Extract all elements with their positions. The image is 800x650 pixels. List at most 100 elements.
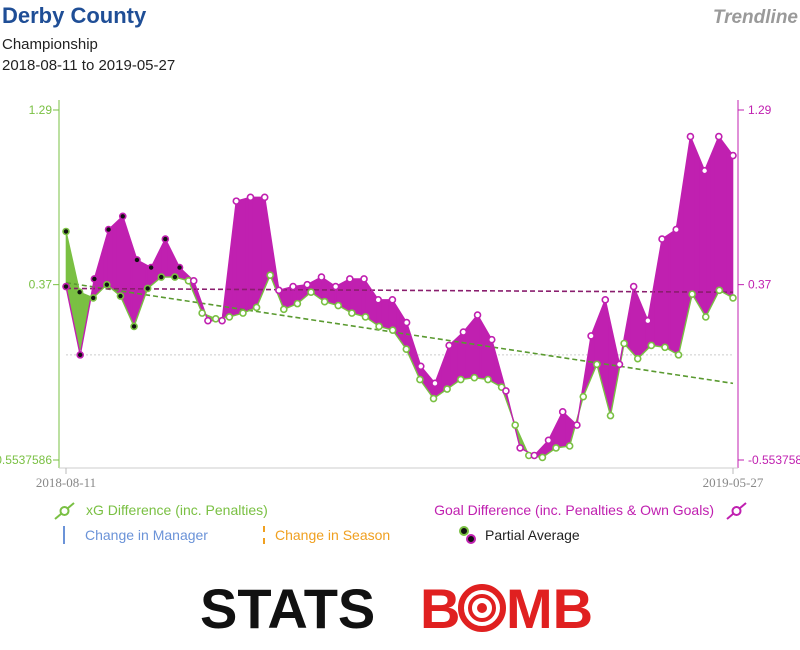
gd-trendline — [65, 287, 734, 294]
difference-fill-segment — [112, 222, 116, 293]
difference-fill-segment — [723, 142, 727, 295]
gd-point — [260, 193, 269, 202]
difference-fill-segment — [381, 299, 385, 329]
xg-point — [416, 375, 424, 384]
difference-fill-segment — [250, 197, 254, 311]
xg-point — [252, 303, 261, 312]
difference-fill-segment — [670, 231, 674, 353]
x-end-label: 2019-05-27 — [703, 475, 764, 490]
difference-fill-segment — [726, 145, 729, 296]
gd-point — [133, 256, 141, 264]
gd-point — [715, 132, 723, 141]
difference-fill-segment — [454, 337, 458, 385]
xg-legend-icon[interactable] — [52, 500, 78, 522]
difference-fill-segment — [363, 278, 367, 318]
difference-fill-segment — [354, 278, 358, 316]
gd-point — [175, 263, 184, 272]
gd-point — [431, 379, 439, 388]
xg-point — [661, 343, 669, 352]
difference-fill-segment — [563, 412, 567, 448]
difference-fill-segment — [254, 197, 258, 309]
difference-fill-segment — [481, 321, 485, 380]
difference-fill-segment — [639, 300, 643, 358]
xg-point — [307, 288, 315, 297]
xg-point — [633, 354, 642, 363]
difference-fill-segment — [372, 290, 376, 325]
manager-legend-label[interactable]: Change in Manager — [85, 527, 208, 543]
difference-fill-segment — [730, 151, 734, 299]
difference-fill-segment — [316, 277, 320, 299]
difference-fill-segment — [359, 278, 363, 317]
gd-point — [388, 296, 397, 304]
difference-fill-segment — [712, 145, 716, 303]
xg-point — [143, 284, 152, 293]
difference-fill-segment — [134, 253, 138, 325]
xg-point — [606, 411, 615, 420]
difference-fill-segment — [385, 299, 389, 330]
gd-point — [629, 282, 638, 291]
difference-fill-segment — [663, 235, 667, 349]
difference-fill-segment — [399, 310, 403, 344]
difference-fill-segment — [139, 260, 142, 312]
gd-point — [700, 166, 709, 175]
difference-fill-segment — [599, 308, 603, 384]
xg-point — [443, 385, 451, 393]
y-right-tick-label: -0.5537586 — [748, 453, 800, 467]
statsbomb-logo: STATS B MB — [0, 577, 800, 643]
xg-point — [62, 227, 70, 236]
difference-fill-segment — [468, 322, 471, 379]
difference-fill-segment — [163, 239, 167, 278]
gd-legend-label[interactable]: Goal Difference (inc. Penalties & Own Go… — [434, 502, 714, 518]
axis-layer: 1.29 0.37 -0.5537586 1.29 0.37 -0.5537586 2018… — [0, 100, 800, 490]
xg-point — [171, 273, 179, 281]
gd-point — [558, 408, 567, 416]
gd-point — [544, 436, 553, 445]
statsbomb-wordmark: STATS B MB — [200, 577, 593, 640]
difference-fill-segment — [708, 155, 712, 312]
difference-fill-segment — [470, 319, 474, 379]
gd-point — [246, 193, 255, 202]
partial-average-label[interactable]: Partial Average — [485, 527, 580, 543]
difference-fill-segment — [692, 142, 696, 301]
xg-point — [293, 299, 302, 308]
gd-point — [118, 212, 127, 221]
xg-point — [103, 280, 111, 289]
gd-point — [218, 316, 226, 325]
xg-point — [620, 339, 628, 348]
xg-point — [729, 294, 737, 302]
difference-fill-segment — [79, 290, 82, 352]
difference-fill-segment — [605, 304, 609, 409]
gd-point — [672, 225, 681, 234]
difference-fill-segment — [401, 313, 405, 347]
xg-point — [361, 313, 370, 321]
xg-point — [647, 341, 656, 350]
xg-point — [239, 309, 247, 317]
difference-fill-segment — [345, 279, 349, 312]
difference-fill-segment — [603, 302, 607, 400]
difference-fill-segment — [634, 290, 638, 360]
difference-fill-segment — [341, 281, 345, 310]
difference-fill-segment — [110, 225, 113, 291]
difference-fill-segment — [239, 199, 242, 315]
difference-fill-segment — [561, 412, 565, 448]
xg-point — [388, 326, 397, 335]
difference-fill-segment — [688, 137, 692, 311]
gd-point — [502, 387, 510, 395]
gd-point — [516, 444, 524, 452]
difference-fill-segment — [483, 325, 487, 380]
y-left-tick-label: 1.29 — [29, 103, 53, 117]
difference-fill-segment — [356, 278, 360, 316]
gd-point — [615, 360, 624, 369]
season-legend-label[interactable]: Change in Season — [275, 527, 391, 543]
difference-fill-segment — [130, 239, 133, 324]
xg-point — [579, 392, 588, 401]
gd-point — [644, 316, 652, 325]
xg-point — [715, 286, 724, 295]
gd-legend-icon[interactable] — [724, 500, 750, 522]
competition-label: Championship — [2, 36, 98, 53]
gd-point — [104, 225, 113, 234]
xg-point — [130, 322, 138, 331]
gd-point — [686, 132, 695, 141]
xg-legend-label[interactable]: xG Difference (inc. Penalties) — [86, 502, 268, 518]
difference-fill-segment — [259, 197, 262, 301]
